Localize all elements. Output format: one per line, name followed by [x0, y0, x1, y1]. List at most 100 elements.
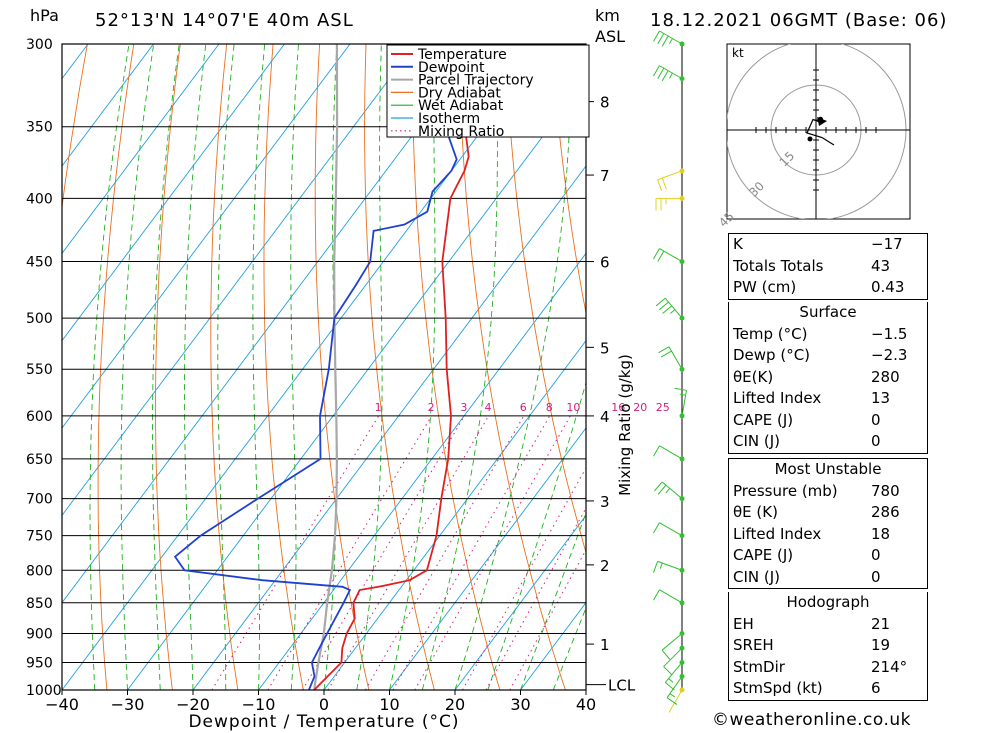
temperature-tick-label: −40 [45, 695, 79, 714]
isotherm-line [62, 44, 351, 429]
mixing-ratio-label: 1 [375, 401, 382, 414]
mixing-ratio-line [302, 415, 465, 690]
wind-barb [653, 445, 683, 460]
index-value: 0.43 [871, 278, 905, 296]
wind-barb [663, 647, 683, 676]
dry-adiabat-line [923, 44, 1000, 690]
temperature-tick-label: 20 [445, 695, 465, 714]
surface-value: 0 [871, 432, 881, 450]
isotherm-line [62, 44, 482, 604]
most-unstable-label: Lifted Index [733, 524, 822, 543]
km-tick-label: 5 [600, 339, 610, 357]
wind-barb [661, 633, 683, 660]
km-unit-label: km [595, 6, 620, 25]
most-unstable-value: 780 [871, 481, 900, 500]
hodograph-trace [806, 118, 835, 146]
surface-title: Surface [799, 303, 857, 321]
hpa-unit-label: hPa [30, 6, 59, 25]
mixing-ratio-label: 20 [633, 401, 647, 414]
dry-adiabat-line [314, 44, 370, 690]
mixing-ratio-label: 2 [428, 401, 435, 414]
hodograph-value: 6 [871, 679, 881, 697]
most-unstable-value: 18 [871, 524, 891, 543]
copyright-footer[interactable]: ©weatheronline.co.uk [712, 710, 912, 730]
pressure-tick-label: 950 [26, 655, 53, 671]
pressure-tick-label: 400 [26, 191, 53, 207]
pressure-tick-label: 800 [26, 563, 53, 579]
wind-barb [658, 346, 683, 370]
surface-value: 280 [871, 367, 900, 386]
hodograph-row: StmSpd (kt) 6 [729, 678, 927, 700]
surface-label: CAPE (J) [733, 410, 794, 429]
dry-adiabat-line [210, 44, 239, 690]
km-tick-label: 8 [600, 94, 610, 112]
surface-table: Surface Temp (°C) −1.5 Dewp (°C) −2.3 θE(K) 2… [728, 302, 928, 454]
pressure-tick-label: 750 [26, 529, 53, 545]
wet-adiabat-line [290, 44, 299, 690]
km-tick-label: 2 [600, 557, 610, 575]
wet-adiabat-line [520, 511, 586, 690]
lcl-label: LCL [608, 677, 636, 695]
isotherm-line [454, 514, 586, 690]
pressure-tick-label: 700 [26, 492, 53, 508]
mixing-ratio-line [267, 415, 433, 690]
surface-row: Temp (°C) −1.5 [729, 324, 927, 346]
temperature-tick-label: 40 [576, 695, 596, 714]
surface-row: Lifted Index 13 [729, 388, 927, 410]
hodograph-title: Hodograph [786, 593, 870, 611]
legend-entry: Mixing Ratio [418, 124, 504, 140]
wind-barb [668, 689, 683, 713]
mixing-ratio-line [462, 466, 586, 690]
isotherm-line [62, 44, 220, 255]
most-unstable-value: 286 [871, 503, 900, 521]
km-tick-label: 1 [600, 636, 610, 654]
wet-adiabat-line [184, 44, 207, 690]
wind-barb [653, 522, 683, 537]
isotherm-line [127, 77, 586, 690]
surface-value: −2.3 [871, 346, 908, 364]
pressure-tick-label: 650 [26, 452, 53, 468]
wind-barb [653, 481, 683, 500]
pressure-tick-label: 550 [26, 362, 53, 378]
temperature-tick-label: −20 [176, 695, 210, 714]
wind-barb [653, 65, 683, 82]
plot-area [0, 44, 1000, 690]
hodograph-label: StmSpd (kt) [733, 679, 823, 697]
x-axis-label: Dewpoint / Temperature (°C) [188, 712, 459, 732]
pressure-tick-label: 300 [26, 37, 53, 53]
most-unstable-row: CAPE (J) 0 [729, 545, 927, 567]
index-label: Totals Totals [733, 256, 824, 275]
pressure-tick-label: 1000 [26, 683, 62, 699]
indices-table: K −17 Totals Totals 43 PW (cm) 0.43 [728, 233, 928, 300]
mixing-ratio-axis-label: Mixing Ratio (g/kg) [616, 354, 634, 496]
sounding-datetime: 18.12.2021 06GMT (Base: 06) [650, 10, 948, 31]
mixing-ratio-line [509, 548, 586, 690]
mixing-ratio-label: 4 [485, 401, 492, 414]
index-value: 43 [871, 256, 891, 275]
wet-adiabat-line [217, 44, 235, 690]
dry-adiabat-line [970, 44, 1000, 690]
most-unstable-table: Most Unstable Pressure (mb) 780 θE (K) 286 L… [728, 458, 928, 589]
hodograph-row: StmDir 214° [729, 657, 927, 679]
isotherm-line [0, 44, 23, 690]
wind-barb [674, 387, 688, 416]
most-unstable-row: Pressure (mb) 780 [729, 481, 927, 503]
most-unstable-label: θE (K) [733, 503, 778, 521]
wet-adiabat-line [120, 44, 155, 690]
wind-barb [657, 170, 683, 192]
isotherm-line [192, 165, 586, 690]
temperature-tick-label: −30 [111, 695, 145, 714]
temperature-tick-label: 10 [379, 695, 399, 714]
hodograph-unit: kt [732, 46, 744, 60]
isotherm-line [389, 427, 586, 690]
wet-adiabat-line [152, 44, 180, 690]
hodograph-value: 19 [871, 636, 891, 654]
wind-barb [666, 676, 683, 706]
surface-row: θE(K) 280 [729, 367, 927, 389]
temperature-line [313, 44, 470, 690]
isotherm-line [62, 44, 416, 517]
index-value: −17 [871, 235, 903, 253]
isotherm-line [258, 252, 586, 690]
legend-box [386, 44, 590, 138]
isotherm-line [62, 44, 285, 342]
